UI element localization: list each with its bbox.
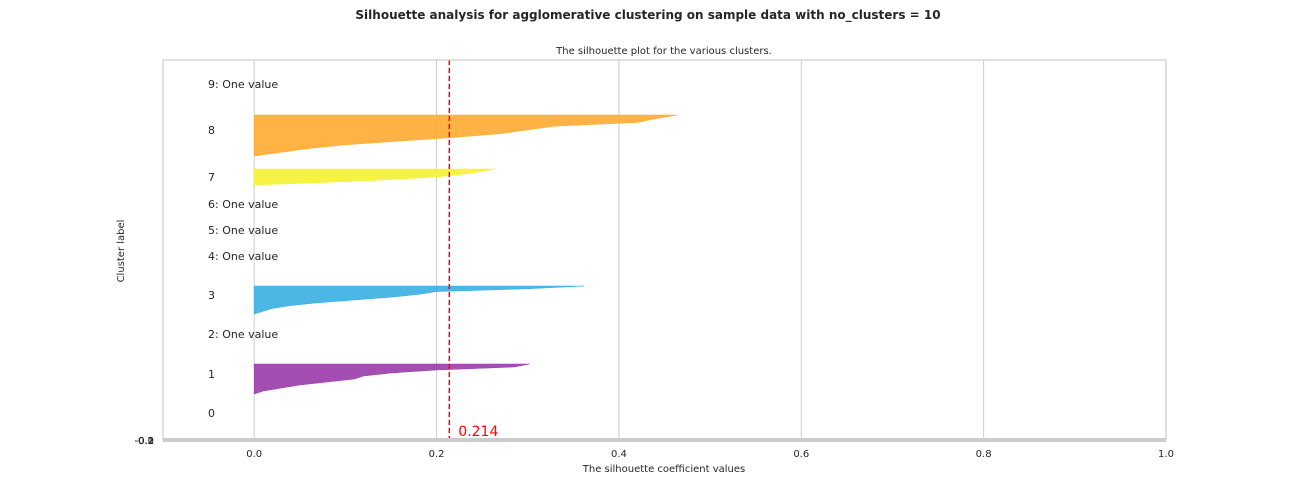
chart-title: The silhouette plot for the various clus… xyxy=(555,46,772,57)
cluster-label: 0 xyxy=(208,407,215,420)
cluster-label: 2: One value xyxy=(208,328,278,341)
x-axis-label: The silhouette coefficient values xyxy=(582,464,746,475)
chart-suptitle: Silhouette analysis for agglomerative cl… xyxy=(355,8,941,22)
cluster-labels: 0 1 2: One value 3 4: One value 5: One value 6… xyxy=(208,78,278,420)
silhouette-areas xyxy=(253,114,679,395)
y-tick-label: -0.1 xyxy=(134,436,154,447)
y-tick-label: -0.2 xyxy=(134,436,154,447)
cluster-label: 3 xyxy=(208,289,215,302)
x-tick-label: 0.6 xyxy=(793,449,809,460)
cluster-label: 4: One value xyxy=(208,250,278,263)
y-tick-labels: -0.2-0.10.00.10.2 xyxy=(134,436,154,447)
y-tick-label: 0.0 xyxy=(138,436,154,447)
cluster-label: 7 xyxy=(208,171,215,184)
cluster-label: 1 xyxy=(208,368,215,381)
x-tick-label: 0.8 xyxy=(976,449,992,460)
silhouette-band xyxy=(253,168,496,186)
x-tick-label: 0.2 xyxy=(429,449,445,460)
silhouette-band xyxy=(253,363,530,395)
y-axis-label: Cluster label xyxy=(116,220,127,283)
x-tick-label: 1.0 xyxy=(1158,449,1174,460)
silhouette-band xyxy=(253,285,585,315)
silhouette-band xyxy=(253,114,679,157)
cluster-label: 5: One value xyxy=(208,224,278,237)
x-tick-label: 0.4 xyxy=(611,449,627,460)
y-tick-label: 0.2 xyxy=(138,436,154,447)
cluster-label: 8 xyxy=(208,124,215,137)
cluster-label: 9: One value xyxy=(208,78,278,91)
y-tick-label: 0.1 xyxy=(138,436,154,447)
x-tick-labels: 0.0 0.2 0.4 0.6 0.8 1.0 xyxy=(246,449,1174,460)
average-silhouette-label: 0.214 xyxy=(458,424,498,440)
x-tick-label: 0.0 xyxy=(246,449,262,460)
cluster-label: 6: One value xyxy=(208,198,278,211)
